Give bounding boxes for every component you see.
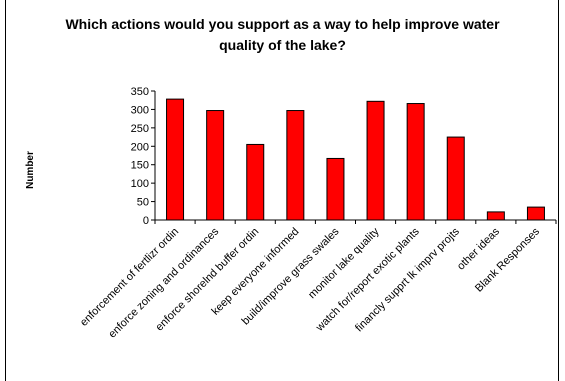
- y-tick-label: 250: [131, 123, 149, 135]
- y-tick-label: 0: [143, 215, 149, 227]
- bar: [526, 206, 545, 221]
- bar: [406, 103, 425, 221]
- bar: [486, 211, 505, 221]
- y-tick-label: 350: [131, 86, 149, 98]
- chart-frame: [5, 0, 559, 381]
- y-tick-label: 100: [131, 178, 149, 190]
- bar: [326, 157, 345, 221]
- y-tick-label: 200: [131, 141, 149, 153]
- chart-title: Which actions would you support as a way…: [65, 16, 500, 53]
- bar: [366, 100, 385, 221]
- bars: [166, 98, 545, 221]
- bar: [286, 110, 305, 221]
- y-tick-label: 150: [131, 160, 149, 172]
- y-tick-label: 50: [137, 197, 149, 209]
- y-tick-label: 300: [131, 104, 149, 116]
- bar: [246, 143, 265, 221]
- bar: [166, 98, 185, 221]
- x-category-label: monitor lake quality: [306, 225, 382, 301]
- bar: [446, 136, 465, 221]
- bar: [206, 110, 225, 221]
